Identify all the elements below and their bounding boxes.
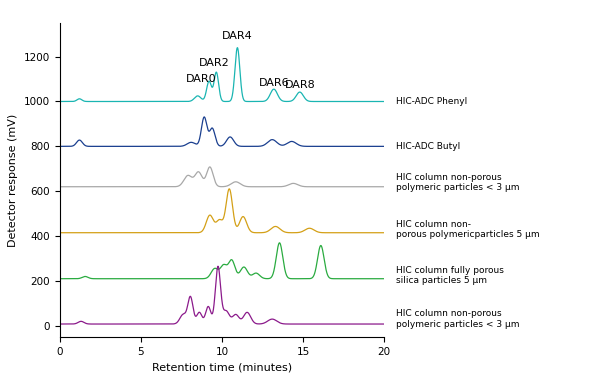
Text: DAR0: DAR0 (185, 74, 216, 84)
Text: HIC column fully porous
silica particles 5 μm: HIC column fully porous silica particles… (396, 266, 504, 285)
Text: DAR6: DAR6 (259, 78, 289, 88)
X-axis label: Retention time (minutes): Retention time (minutes) (152, 362, 292, 372)
Text: HIC-ADC Phenyl: HIC-ADC Phenyl (396, 97, 467, 106)
Text: HIC column non-porous
polymeric particles < 3 μm: HIC column non-porous polymeric particle… (396, 173, 520, 192)
Text: HIC-ADC Butyl: HIC-ADC Butyl (396, 142, 460, 151)
Text: HIC column non-
porous polymericparticles 5 μm: HIC column non- porous polymericparticle… (396, 220, 539, 239)
Text: DAR4: DAR4 (222, 31, 253, 41)
Y-axis label: Detector response (mV): Detector response (mV) (8, 113, 19, 247)
Text: DAR2: DAR2 (199, 58, 230, 68)
Text: HIC column non-porous
polymeric particles < 3 μm: HIC column non-porous polymeric particle… (396, 309, 520, 329)
Text: DAR8: DAR8 (284, 80, 315, 90)
